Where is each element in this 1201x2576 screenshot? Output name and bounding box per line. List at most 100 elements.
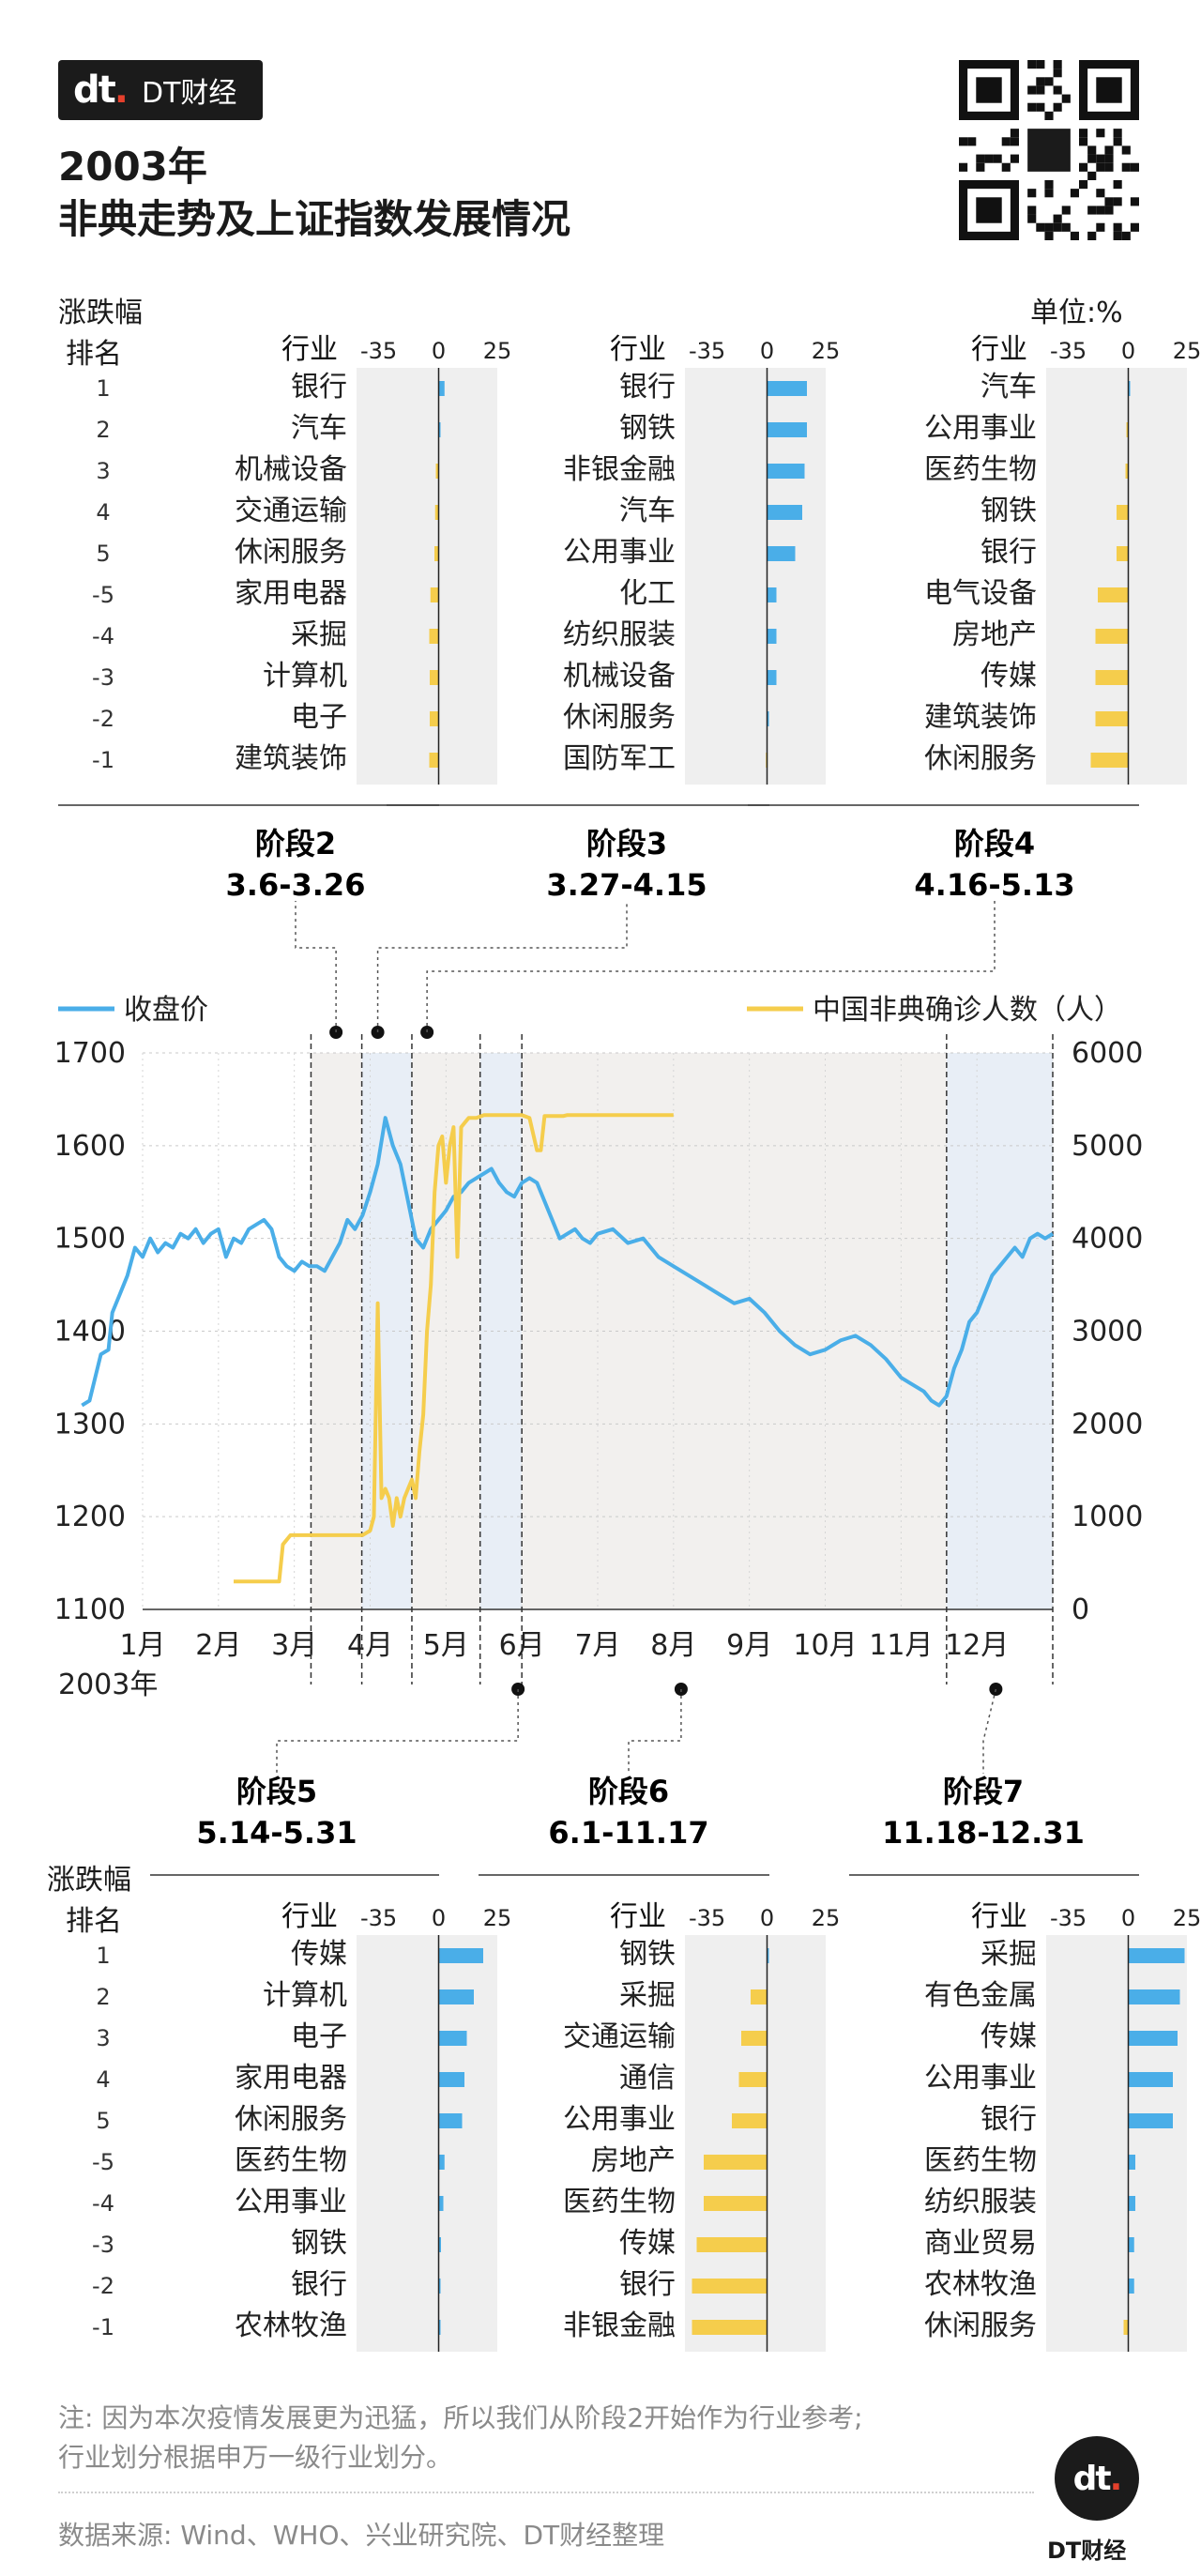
bar <box>438 2320 441 2335</box>
industry-label: 公用事业 <box>563 2103 676 2136</box>
panel-background <box>357 368 497 785</box>
y-right-tick: 4000 <box>1072 1223 1143 1256</box>
rank-label-top: 排名 <box>66 338 122 371</box>
industry-label: 机械设备 <box>235 453 347 486</box>
industry-label: 计算机 <box>263 660 347 693</box>
bar <box>1098 587 1129 602</box>
bar <box>429 753 439 768</box>
rank--2: -2 <box>92 706 114 732</box>
industry-label: 银行 <box>981 536 1037 569</box>
rank-2: 2 <box>96 417 110 443</box>
stage-name: 阶段6 <box>588 1774 669 1809</box>
bar <box>438 2155 445 2170</box>
industry-label: 非银金融 <box>563 453 676 486</box>
y-right-tick: 5000 <box>1072 1130 1143 1163</box>
bar <box>767 546 796 561</box>
stage-leader <box>276 1689 519 1774</box>
bar <box>1128 1989 1180 2004</box>
bar <box>435 464 439 479</box>
bar <box>767 422 807 437</box>
stage-shade <box>479 1053 523 1609</box>
industry-label: 休闲服务 <box>235 536 347 569</box>
bar <box>741 2031 768 2046</box>
rank-1: 1 <box>96 1943 110 1969</box>
x-tick: 4月 <box>347 1629 393 1662</box>
industry-label: 房地产 <box>591 2144 676 2177</box>
x-tick: 1月 <box>119 1629 165 1662</box>
bar <box>732 2113 768 2128</box>
series-line-1 <box>81 1116 1055 1408</box>
stage-range: 5.14-5.31 <box>196 1815 357 1851</box>
tick-label: -35 <box>360 1905 397 1931</box>
rank--5: -5 <box>92 582 114 608</box>
data-source: 数据来源: Wind、WHO、兴业研究院、DT财经整理 <box>58 2520 665 2551</box>
bar <box>767 587 777 602</box>
industry-label: 通信 <box>619 2062 676 2095</box>
bar <box>438 2072 464 2087</box>
industry-label: 休闲服务 <box>235 2103 347 2136</box>
industry-label: 汽车 <box>981 371 1037 404</box>
y-left-tick: 1400 <box>54 1316 126 1349</box>
industry-label: 计算机 <box>263 1979 347 2012</box>
series-line-2 <box>234 1113 674 1584</box>
bar <box>438 2113 463 2128</box>
rank--3: -3 <box>92 2232 114 2258</box>
y-left-tick: 1500 <box>54 1223 126 1256</box>
industry-label: 银行 <box>291 2268 347 2301</box>
rank-column-bottom: 1 2 3 4 5 -5 -4 -3 -2 -1 <box>92 1943 114 2340</box>
stage-leader <box>982 1688 997 1774</box>
rank-5: 5 <box>96 2108 110 2134</box>
industry-label: 传媒 <box>291 1938 347 1971</box>
stage-name: 阶段7 <box>943 1774 1024 1809</box>
industry-label: 银行 <box>981 2103 1037 2136</box>
x-tick: 10月 <box>793 1629 857 1662</box>
bar <box>438 1948 483 1963</box>
footnote: 注: 因为本次疫情发展更为迅猛，所以我们从阶段2开始作为行业参考; 行业划分根据… <box>58 2399 863 2477</box>
industry-label: 交通运输 <box>563 2020 676 2053</box>
stage-range: 11.18-12.31 <box>882 1815 1085 1851</box>
stage-range: 4.16-5.13 <box>914 867 1074 903</box>
industry-label: 汽车 <box>291 412 347 445</box>
industry-label: 公用事业 <box>924 2062 1037 2095</box>
industry-label: 国防军工 <box>563 742 676 775</box>
y-left-tick: 1200 <box>54 1501 126 1533</box>
x-tick: 11月 <box>869 1629 933 1662</box>
y-left-tick: 1100 <box>54 1593 126 1626</box>
industry-label: 电气设备 <box>924 577 1037 610</box>
bar <box>767 505 802 520</box>
unit-label: 单位:% <box>1030 297 1123 329</box>
industry-label: 医药生物 <box>924 2144 1037 2177</box>
rank-column-top: 1 2 3 4 5 -5 -4 -3 -2 -1 <box>92 375 114 773</box>
tick-label: 25 <box>483 338 512 364</box>
brand-logo: dt. DT财经 <box>58 60 263 120</box>
industry-label: 休闲服务 <box>924 2309 1037 2342</box>
bar <box>1095 670 1129 685</box>
industry-label: 公用事业 <box>235 2186 347 2218</box>
stage-name: 阶段5 <box>236 1774 317 1809</box>
industry-label: 银行 <box>619 371 676 404</box>
x-tick: 12月 <box>945 1629 1009 1662</box>
tick-label: 0 <box>432 338 446 364</box>
industry-header: 行业 <box>971 1900 1027 1933</box>
bar <box>767 381 807 396</box>
rank--1: -1 <box>92 2314 114 2340</box>
industry-label: 钢铁 <box>619 1938 676 1971</box>
tick-label: -35 <box>689 338 725 364</box>
industry-header: 行业 <box>281 333 338 366</box>
bar <box>1128 2196 1135 2211</box>
tick-label: 0 <box>1121 1905 1135 1931</box>
x-tick: 9月 <box>726 1629 772 1662</box>
bar <box>1095 629 1129 644</box>
bar <box>1128 2072 1173 2087</box>
tick-label: -35 <box>1050 338 1087 364</box>
rank--5: -5 <box>92 2149 114 2175</box>
industry-label: 银行 <box>291 371 347 404</box>
bar <box>751 1989 768 2004</box>
industry-panel-6: 行业 -35 0 25 采掘有色金属传媒公用事业银行医药生物纺织服装商业贸易农林牧渔休闲… <box>924 1900 1201 2352</box>
bar <box>438 381 445 396</box>
industry-label: 汽车 <box>619 495 676 527</box>
